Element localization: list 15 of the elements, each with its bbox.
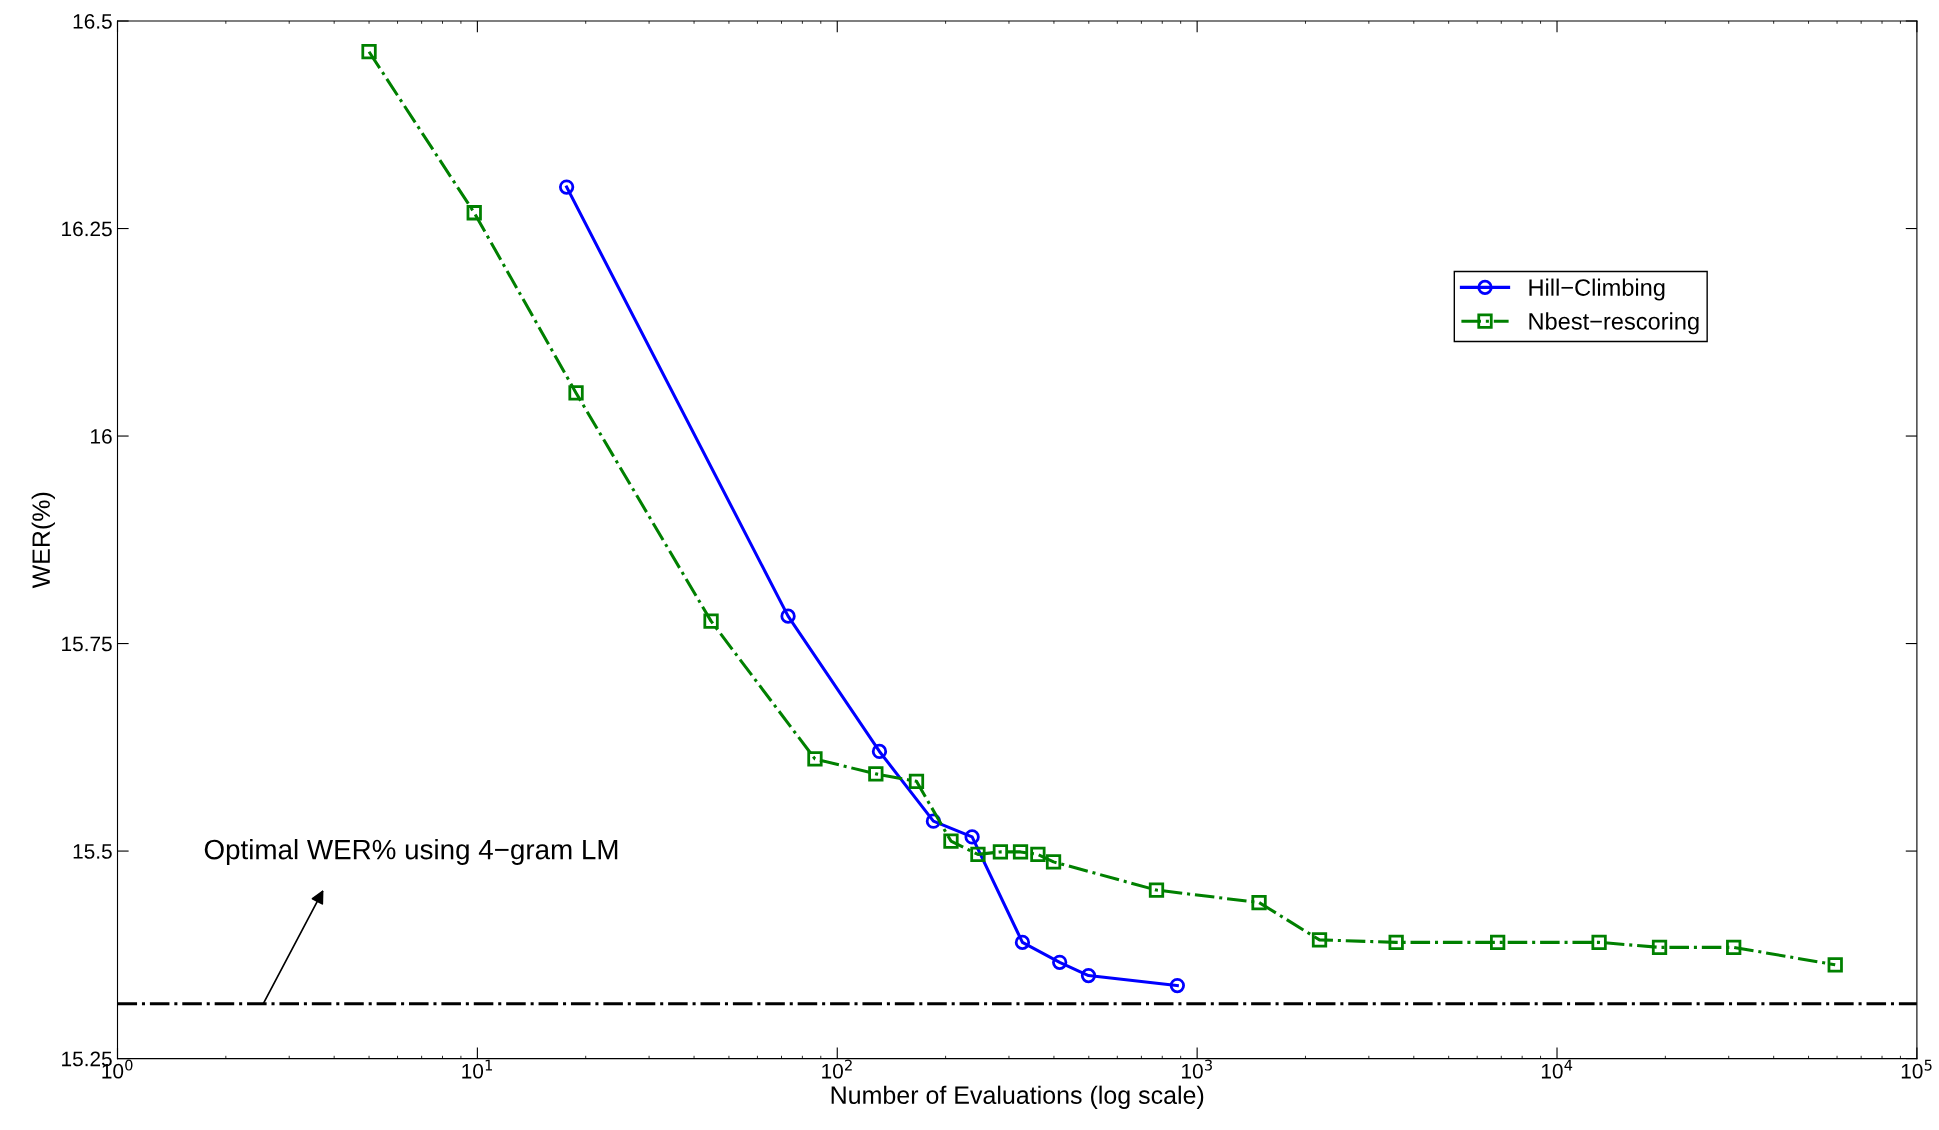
x-tick-label: 10$^{3}$ — [1182, 1059, 1212, 1079]
x-tick-label: 10$^{1}$ — [462, 1059, 493, 1079]
legend-label: Hill−Climbing — [1529, 278, 1665, 301]
y-tick-label: 16.25 — [62, 221, 112, 237]
y-tick-label: 16 — [91, 429, 112, 444]
y-tick-label: 15.75 — [62, 636, 112, 652]
legend-label: Nbest−rescoring — [1529, 312, 1699, 335]
y-axis-title: WER(%) — [31, 492, 55, 589]
x-tick-label: 10$^{5}$ — [1901, 1059, 1932, 1079]
y-tick-label: 15.5 — [73, 844, 112, 859]
y-tick-label: 16.5 — [73, 14, 112, 29]
annotation: Optimal WER% using 4−gram LM — [204, 839, 618, 865]
x-tick-label: 10$^{2}$ — [822, 1059, 852, 1079]
x-tick-label: 10$^{4}$ — [1541, 1059, 1573, 1079]
x-axis-title: Number of Evaluations (log scale) — [831, 1085, 1204, 1109]
